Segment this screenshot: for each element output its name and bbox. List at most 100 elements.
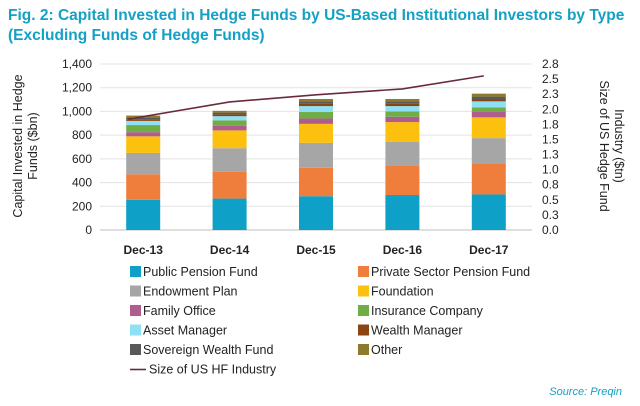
legend-label: Family Office: [143, 304, 216, 318]
right-tick-label: 2.5: [542, 72, 559, 86]
bar-segment: [471, 107, 506, 113]
right-tick-label: 2.8: [542, 57, 559, 71]
legend-swatch: [358, 285, 369, 297]
bar-segment: [126, 199, 161, 230]
bar-segment: [471, 112, 506, 118]
right-tick-label: 1.0: [542, 163, 559, 177]
right-axis-ticks: 0.00.30.50.81.01.3 1.51.82.02.32.52.8: [542, 57, 559, 237]
bar-segment: [385, 103, 420, 107]
left-tick-label: 1,000: [62, 104, 92, 118]
bar-segment: [471, 98, 506, 102]
legend-swatch: [130, 285, 141, 297]
bar-segment: [385, 116, 420, 123]
left-tick-label: 200: [72, 199, 92, 213]
bar-segment: [385, 195, 420, 230]
legend-label: Asset Manager: [143, 324, 227, 338]
bar-segment: [299, 98, 333, 102]
left-tick-label: 600: [72, 152, 92, 166]
right-tick-label: 1.3: [542, 148, 559, 162]
bar-segment: [385, 111, 420, 117]
category-label: Dec-14: [210, 243, 250, 257]
bar-segment: [471, 101, 506, 108]
bar-segment: [212, 116, 247, 121]
bar-segment: [126, 132, 161, 137]
right-tick-label: 1.5: [542, 132, 559, 146]
bar-segment: [212, 148, 247, 172]
right-tick-label: 0.8: [542, 178, 559, 192]
bar-segment: [385, 98, 420, 102]
right-axis-title: Size of US Hedge Fund Industry ($tn): [597, 80, 626, 211]
right-tick-label: 0.0: [542, 223, 559, 237]
bar-segment: [299, 123, 333, 143]
bar-segment: [212, 112, 247, 115]
bar-segment: [299, 103, 333, 107]
legend-swatch: [130, 266, 141, 277]
left-axis-ticks: 0 200 400 600 800 1,000 1,200 1,400: [62, 57, 92, 237]
bar-segment: [385, 122, 420, 142]
bar-segment: [471, 96, 506, 99]
bar-segment: [385, 106, 420, 112]
bar-segment: [126, 120, 161, 126]
right-tick-label: 0.5: [542, 193, 559, 207]
category-label: Dec-13: [124, 243, 164, 257]
legend-label: Sovereign Wealth Fund: [143, 343, 273, 357]
bar-segment: [299, 112, 333, 119]
bar-segment: [299, 142, 333, 168]
legend-label: Private Sector Pension Fund: [371, 265, 530, 279]
bar-segment: [212, 120, 247, 126]
bar-segment: [299, 101, 333, 104]
chart-title: Fig. 2: Capital Invested in Hedge Funds …: [8, 6, 628, 46]
bar-segment: [126, 136, 161, 153]
bar-segment: [126, 174, 161, 200]
legend-swatch: [358, 305, 369, 316]
bar-segment: [212, 114, 247, 117]
left-tick-label: 400: [72, 176, 92, 190]
category-label: Dec-17: [469, 243, 509, 257]
bar-segment: [126, 117, 161, 120]
bar-segment: [126, 119, 161, 121]
legend-label: Size of US HF Industry: [149, 363, 277, 377]
bar-segment: [126, 125, 161, 133]
left-tick-label: 0: [85, 223, 92, 237]
bar-segment: [212, 125, 247, 131]
category-label: Dec-15: [296, 243, 336, 257]
bar-segment: [212, 171, 247, 199]
bar-segment: [299, 106, 333, 113]
chart-title-line-2: (Excluding Funds of Hedge Funds): [8, 27, 265, 44]
bar-segment: [212, 130, 247, 149]
right-tick-label: 2.3: [542, 87, 559, 101]
right-tick-label: 1.8: [542, 117, 559, 131]
category-label: Dec-16: [383, 243, 423, 257]
bar-segment: [212, 110, 247, 113]
legend-swatch: [130, 324, 141, 336]
category-labels: Dec-13 Dec-14 Dec-15 Dec-16 Dec-17: [124, 243, 509, 257]
industry-size-line: [128, 75, 484, 120]
legend-swatch: [358, 324, 369, 336]
chart-title-line-1: Fig. 2: Capital Invested in Hedge Funds …: [8, 7, 625, 24]
right-tick-label: 0.3: [542, 208, 559, 222]
legend: Public Pension Fund Private Sector Pensio…: [130, 265, 530, 377]
right-axis-title-line: Industry ($tn): [612, 109, 626, 183]
legend-swatch: [358, 344, 369, 355]
left-tick-label: 1,400: [62, 57, 92, 71]
legend-label: Endowment Plan: [143, 285, 238, 299]
right-axis-title-line: Size of US Hedge Fund: [597, 80, 611, 211]
bar-segment: [385, 141, 420, 166]
bar-segment: [471, 93, 506, 97]
bars: [126, 93, 506, 230]
left-tick-label: 800: [72, 128, 92, 142]
bar-segment: [299, 118, 333, 124]
bar-segment: [385, 165, 420, 196]
left-axis-title: Capital Invested in Hedge Funds ($bn): [11, 74, 40, 217]
legend-label: Insurance Company: [371, 304, 484, 318]
bar-segment: [299, 196, 333, 230]
bar-segment: [385, 101, 420, 104]
bar-segment: [471, 194, 506, 230]
bar-segment: [471, 138, 506, 164]
line-layer: [128, 75, 484, 120]
legend-label: Public Pension Fund: [143, 265, 258, 279]
bar-segment: [471, 163, 506, 195]
source-note: Source: Preqin: [549, 386, 622, 398]
legend-label: Wealth Manager: [371, 324, 463, 338]
left-axis-title-line: Funds ($bn): [26, 112, 40, 179]
